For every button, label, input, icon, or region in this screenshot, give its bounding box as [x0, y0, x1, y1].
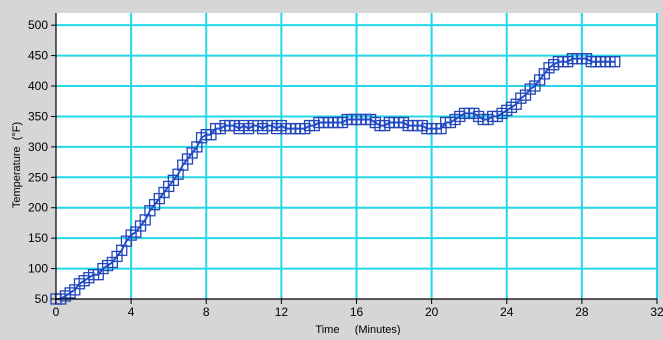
- vertical-gridlines: [130, 13, 658, 299]
- y-tick-labels: 50 100 150 200 250 300 350 400 450 500: [28, 18, 48, 306]
- x-tick-label: 16: [350, 305, 364, 319]
- y-tick-label: 100: [28, 262, 48, 276]
- x-axis-label: Time (Minutes): [315, 324, 400, 335]
- y-tick-label: 350: [28, 109, 48, 123]
- x-tick-label: 20: [425, 305, 439, 319]
- y-tick-label: 500: [28, 18, 48, 32]
- x-tick-label: 28: [575, 305, 589, 319]
- data-point-marker: [609, 56, 621, 68]
- series-group: [50, 52, 621, 305]
- tick-marks: [51, 24, 658, 304]
- y-tick-label: 300: [28, 140, 48, 154]
- horizontal-gridlines: [56, 24, 657, 270]
- x-tick-label: 4: [128, 305, 135, 319]
- y-tick-label: 400: [28, 79, 48, 93]
- y-tick-label: 50: [35, 292, 49, 306]
- x-tick-label: 24: [500, 305, 514, 319]
- y-tick-label: 150: [28, 231, 48, 245]
- x-tick-label: 32: [650, 305, 663, 319]
- x-tick-label: 12: [275, 305, 289, 319]
- series-line-0: [56, 57, 615, 300]
- y-tick-label: 450: [28, 49, 48, 63]
- y-axis-label: Temperature (°F): [11, 122, 23, 208]
- x-tick-label: 0: [53, 305, 60, 319]
- x-tick-labels: 0 4 8 12 16 20 24 28 32: [53, 305, 663, 319]
- y-tick-label: 250: [28, 170, 48, 184]
- x-tick-label: 8: [203, 305, 210, 319]
- y-tick-label: 200: [28, 201, 48, 215]
